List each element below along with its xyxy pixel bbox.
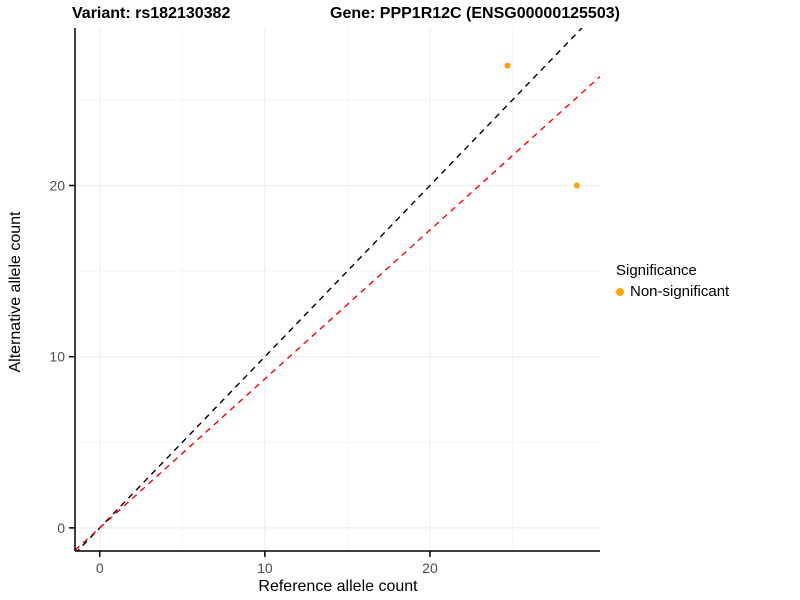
y-tick-label: 20 [49, 177, 65, 193]
legend-point-icon [616, 287, 624, 296]
plot-title-gene: Gene: PPP1R12C (ENSG00000125503) [330, 5, 620, 22]
plot-title-variant: Variant: rs182130382 [72, 5, 231, 22]
y-tick-label: 10 [49, 349, 65, 365]
legend-title: Significance [616, 262, 697, 279]
x-tick-label: 20 [422, 560, 438, 576]
x-tick-label: 0 [96, 560, 104, 576]
x-axis-label: Reference allele count [258, 578, 418, 595]
identity-line [76, 28, 583, 551]
legend-entry-label: Non-significant [630, 283, 730, 300]
x-tick-label: 10 [257, 560, 273, 576]
legend: Significance Non-significant [616, 262, 729, 300]
y-tick-label: 0 [57, 520, 65, 536]
legend-entry-non-significant: Non-significant [616, 283, 729, 300]
data-point [573, 182, 580, 189]
expected-line [75, 76, 600, 551]
data-point [504, 62, 511, 69]
